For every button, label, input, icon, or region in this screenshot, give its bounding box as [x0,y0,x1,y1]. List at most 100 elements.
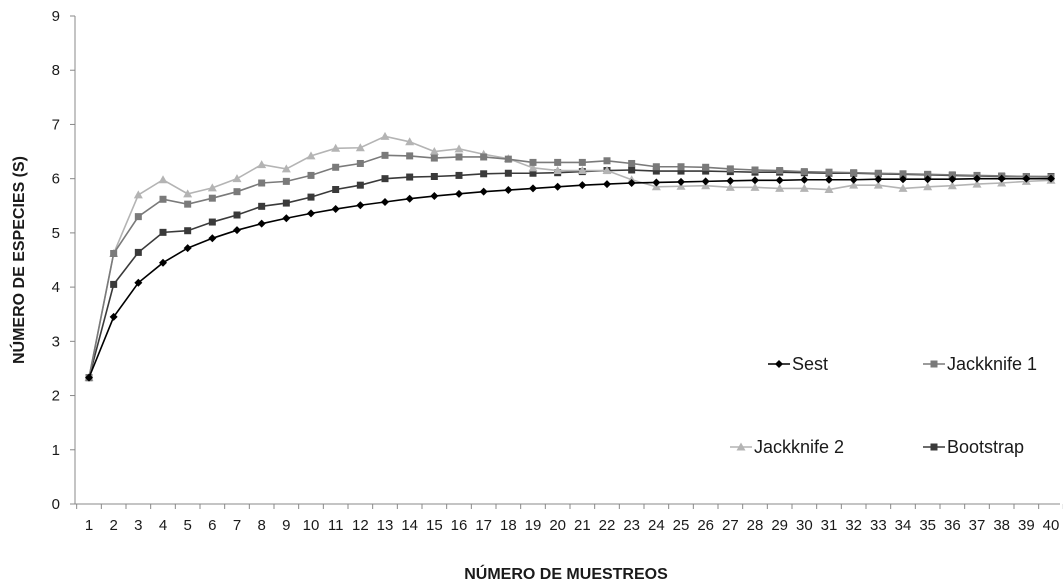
data-point-bootstrap [430,172,438,180]
data-point-jackknife-2 [553,166,563,175]
data-point-sest [553,182,562,191]
data-point-bootstrap [233,211,241,219]
legend-item-jackknife-1: Jackknife 1 [923,354,1037,374]
x-tick-label: 9 [282,517,290,534]
data-point-sest [381,197,389,206]
data-point-jackknife-2 [577,166,587,175]
data-point-sest [233,226,241,235]
data-point-bootstrap [258,202,266,210]
data-point-jackknife-1 [948,171,956,179]
data-point-sest [405,194,414,203]
data-point-jackknife-2 [158,175,168,184]
data-point-sest [134,278,143,287]
data-point-jackknife-1 [282,177,290,185]
series-line-bootstrap [88,169,1051,378]
data-point-jackknife-1 [603,157,611,165]
x-tick-label: 25 [673,517,690,534]
data-point-sest [751,176,759,185]
series-layer [84,131,1056,382]
x-axis-ticks: 1 2 3 4 5 6 7 8 9 10 11 12 13 14 15 16 17 18 19 20 21 22 23 24 2… [76,504,1063,534]
x-tick-label: 1 [85,517,93,534]
data-point-jackknife-1 [850,169,858,177]
data-point-sest [578,181,587,190]
data-point-sest [331,205,340,214]
data-point-sest [775,176,784,185]
data-point-jackknife-2 [528,163,538,172]
x-tick-label: 5 [183,517,191,534]
legend-label-jackknife-2: Jackknife 2 [754,437,844,457]
series-line-jackknife-2 [88,135,1052,378]
legend-marker-jackknife-2 [736,442,746,451]
series-line-jackknife-1 [88,154,1052,378]
data-point-jackknife-2 [824,185,834,194]
data-point-jackknife-2 [799,183,809,192]
data-point-sest [257,219,266,228]
data-point-jackknife-1 [455,153,463,161]
legend-label-bootstrap: Bootstrap [947,437,1024,457]
data-point-bootstrap [677,167,685,175]
data-point-sest [973,174,981,183]
x-tick-label: 6 [208,517,216,534]
data-point-jackknife-1 [332,163,340,171]
data-point-jackknife-2 [133,190,143,199]
x-tick-label: 20 [549,517,566,534]
data-point-sest [701,177,710,186]
x-tick-label: 28 [747,517,764,534]
y-tick-label: 6 [52,171,60,188]
data-point-jackknife-2 [849,180,859,189]
data-point-jackknife-2 [281,164,291,173]
y-tick-label: 8 [52,62,60,79]
x-tick-label: 13 [377,517,394,534]
x-tick-label: 27 [722,517,739,534]
legend-label-sest: Sest [792,354,828,374]
legend-marker-jackknife-1 [930,360,938,368]
legend: Sest Jackknife 1 Jackknife 2 Bootstrap [730,354,1037,457]
data-point-jackknife-1 [628,159,636,167]
x-tick-label: 40 [1043,517,1060,534]
data-point-jackknife-1 [726,165,734,173]
x-tick-label: 33 [870,517,887,534]
data-point-bootstrap [480,170,488,178]
data-point-sest [1047,174,1055,183]
data-point-sest [948,175,957,184]
legend-item-jackknife-2: Jackknife 2 [730,437,844,457]
y-tick-label: 9 [52,8,60,25]
data-point-sest [874,175,883,184]
x-tick-label: 21 [574,517,591,534]
data-point-sest [677,177,685,186]
x-axis-title: NÚMERO DE MUESTREOS [464,564,668,583]
axes [74,16,1060,505]
data-point-jackknife-2 [898,183,908,192]
data-point-bootstrap [381,175,389,183]
data-point-sest [1022,174,1031,183]
data-point-jackknife-1 [356,159,364,167]
series-sest [85,174,1055,382]
data-point-jackknife-1 [677,163,685,171]
data-point-bootstrap [110,280,118,288]
data-point-bootstrap [652,167,660,175]
data-point-bootstrap [702,167,710,175]
data-point-jackknife-1 [874,169,882,177]
x-tick-label: 22 [599,517,616,534]
x-tick-label: 18 [500,517,517,534]
data-point-jackknife-2 [183,189,193,198]
data-point-jackknife-1 [430,154,438,162]
data-point-jackknife-1 [184,200,192,208]
data-point-jackknife-2 [331,143,341,152]
x-tick-label: 30 [796,517,813,534]
series-line-sest [88,177,1051,378]
series-bootstrap [85,166,1055,382]
data-point-sest [627,179,636,188]
legend-marker-sest [775,360,783,368]
x-tick-label: 24 [648,517,665,534]
data-point-jackknife-2 [257,160,267,169]
series-jackknife-2 [84,131,1056,382]
data-point-jackknife-1 [751,166,759,174]
data-point-sest [159,258,167,267]
data-point-jackknife-2 [380,131,390,140]
data-point-jackknife-1 [529,158,537,166]
data-point-jackknife-1 [899,170,907,178]
data-point-sest [726,176,735,185]
y-tick-label: 5 [52,225,60,242]
